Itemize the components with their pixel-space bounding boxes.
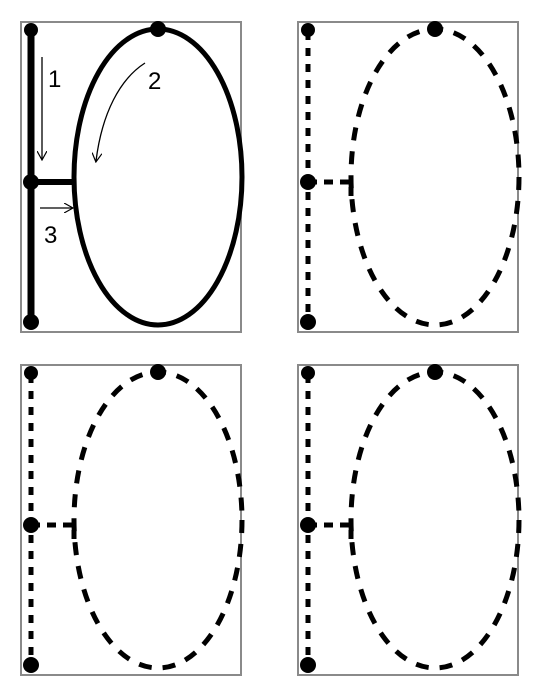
top-dot <box>301 366 315 380</box>
character-dashed <box>300 21 522 330</box>
character-dashed <box>300 364 522 673</box>
top-dot <box>301 23 315 37</box>
character-dashed <box>23 364 245 673</box>
connector-stroke <box>308 522 354 540</box>
middle-dot <box>300 174 316 190</box>
panel-dashed-3 <box>297 364 522 676</box>
panel-dashed-1 <box>297 21 522 333</box>
step-label-3: 3 <box>44 222 57 249</box>
middle-dot <box>23 174 39 190</box>
bottom-dot <box>300 657 316 673</box>
oval-top-dot <box>427 364 443 380</box>
bottom-dot <box>23 657 39 673</box>
bottom-dot <box>300 314 316 330</box>
oval-stroke <box>348 26 522 328</box>
panel-dashed-2 <box>20 364 245 676</box>
oval-stroke <box>71 369 245 671</box>
arrow-2 <box>96 62 146 161</box>
character-solid: 1 2 3 <box>23 21 245 330</box>
connector-stroke <box>31 522 77 540</box>
middle-dot <box>23 517 39 533</box>
panel-solid: 1 2 3 <box>20 21 245 333</box>
oval-top-dot <box>150 21 166 37</box>
oval-top-dot <box>427 21 443 37</box>
oval-top-dot <box>150 364 166 380</box>
top-dot <box>24 366 38 380</box>
step-label-1: 1 <box>48 66 61 93</box>
oval-stroke <box>348 369 522 671</box>
middle-dot <box>300 517 316 533</box>
bottom-dot <box>23 314 39 330</box>
top-dot <box>24 23 38 37</box>
connector-stroke <box>308 179 354 197</box>
step-label-2: 2 <box>148 68 161 95</box>
